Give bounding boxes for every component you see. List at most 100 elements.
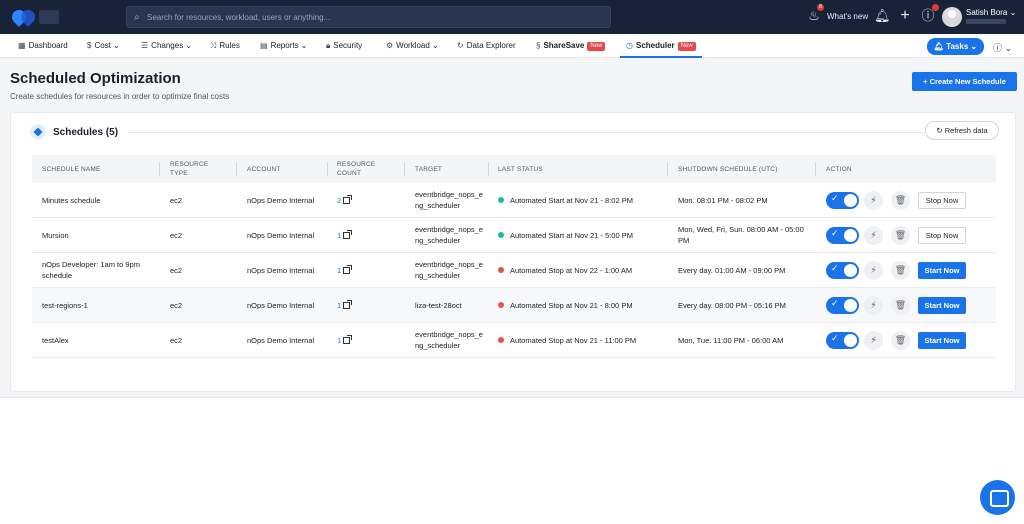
new-badge: New (677, 42, 696, 51)
nav-rules[interactable]: ⤨ Rules (210, 41, 240, 50)
magic-wand-icon[interactable]: ⚡︎ (864, 296, 883, 315)
whats-new-badge: 8 (817, 4, 824, 11)
bell-icon[interactable]: 🔔︎ (874, 8, 891, 23)
chat-support-button[interactable] (980, 480, 1015, 515)
flame-icon[interactable]: ♨ (808, 8, 820, 23)
nops-logo[interactable] (9, 7, 59, 27)
trash-icon[interactable]: 🗑︎ (891, 296, 910, 315)
col-account[interactable]: ACCOUNT (247, 165, 281, 173)
refresh-icon: ↻ (457, 41, 464, 50)
trash-icon[interactable]: 🗑︎ (891, 331, 910, 350)
refresh-icon: ↻ (936, 126, 943, 135)
col-resource-type[interactable]: RESOURCE TYPE (170, 161, 209, 177)
external-link-icon[interactable] (343, 334, 353, 344)
schedule-toggle[interactable]: ✓ (826, 297, 859, 314)
schedule-toggle[interactable]: ✓ (826, 332, 859, 349)
whats-new-link[interactable]: What's new (827, 12, 869, 21)
trash-icon[interactable]: 🗑︎ (891, 261, 910, 280)
schedules-title: Schedules (5) (53, 127, 119, 138)
schedule-toggle[interactable]: ✓ (826, 192, 859, 209)
plus-icon: + (923, 77, 928, 86)
external-link-icon[interactable] (343, 229, 353, 239)
col-last-status[interactable]: LAST STATUS (498, 165, 543, 173)
shutdown-schedule: Mon, Wed, Fri, Sun. 08:00 AM - 05:00 PM (678, 225, 804, 245)
resource-count[interactable]: 1 (337, 253, 353, 287)
schedule-name[interactable]: testAlex (42, 335, 69, 345)
nav-cost[interactable]: $ Cost ⌄ (87, 41, 120, 50)
schedule-name[interactable]: test-regions-1 (42, 300, 88, 310)
col-resource-count[interactable]: RESOURCE COUNT (337, 161, 376, 177)
schedule-name[interactable]: Minutes schedule (42, 195, 101, 205)
search-input[interactable] (147, 7, 602, 27)
page-title: Scheduled Optimization (10, 70, 181, 87)
shutdown-schedule: Mon, Tue. 11:00 PM - 06:00 AM (678, 335, 784, 345)
top-bar: ⌕ ♨ 8 What's new 🔔︎ + ⓘ Satish Bora ⌄ (0, 0, 1024, 34)
magic-wand-icon[interactable]: ⚡︎ (864, 331, 883, 350)
stop-now-button[interactable]: Stop Now (918, 192, 966, 209)
schedule-toggle[interactable]: ✓ (826, 262, 859, 279)
schedule-name[interactable]: Mursion (42, 230, 69, 240)
main-nav: ▦ Dashboard $ Cost ⌄ ☰ Changes ⌄ ⤨ Rules ▤ Re… (0, 34, 1024, 58)
schedule-toggle[interactable]: ✓ (826, 227, 859, 244)
status-dot (498, 302, 504, 308)
refresh-data-button[interactable]: ↻ Refresh data (925, 121, 999, 140)
table-row: nOps Developer: 1am to 9pm schedule ec2 … (32, 253, 996, 288)
nav-reports[interactable]: ▤ Reports ⌄ (260, 41, 308, 50)
grid-icon: ▦ (18, 41, 26, 50)
shuffle-icon: ⤨ (210, 41, 217, 50)
magic-wand-icon[interactable]: ⚡︎ (864, 261, 883, 280)
user-name[interactable]: Satish Bora ⌄ (966, 8, 1017, 17)
stop-now-button[interactable]: Stop Now (918, 227, 966, 244)
col-schedule-name[interactable]: SCHEDULE NAME (42, 165, 101, 173)
shutdown-schedule: Every day. 01:00 AM - 09:00 PM (678, 265, 786, 275)
external-link-icon[interactable] (343, 299, 353, 309)
magic-wand-icon[interactable]: ⚡︎ (864, 191, 883, 210)
start-now-button[interactable]: Start Now (918, 297, 966, 314)
resource-count[interactable]: 1 (337, 218, 353, 252)
nav-dashboard[interactable]: ▦ Dashboard (18, 41, 68, 50)
help-icon[interactable]: ⓘ ⌄ (993, 43, 1013, 53)
external-link-icon[interactable] (343, 194, 353, 204)
global-search[interactable]: ⌕ (126, 6, 611, 28)
info-icon[interactable]: ⓘ (921, 8, 935, 23)
start-now-button[interactable]: Start Now (918, 262, 966, 279)
resource-type: ec2 (170, 230, 183, 240)
nav-workload[interactable]: ⚙ Workload ⌄ (386, 41, 439, 50)
clock-icon: ◷ (626, 41, 633, 50)
create-schedule-button[interactable]: + Create New Schedule (912, 72, 1017, 91)
coin-icon: $ (87, 41, 92, 50)
status-dot (498, 197, 504, 203)
trash-icon[interactable]: 🗑︎ (891, 226, 910, 245)
start-now-button[interactable]: Start Now (918, 332, 966, 349)
target: eventbridge_nops_eng_scheduler (415, 225, 483, 245)
account: nOps Demo Internal (247, 335, 315, 345)
resource-type: ec2 (170, 300, 183, 310)
shutdown-schedule: Every day. 08:00 PM - 05:16 PM (678, 300, 786, 310)
col-target[interactable]: TARGET (415, 165, 443, 173)
last-status: Automated Stop at Nov 21 - 8:00 PM (498, 288, 633, 322)
nav-scheduler[interactable]: ◷ Scheduler New (620, 34, 702, 58)
user-subtitle-blur (966, 19, 1006, 24)
col-shutdown-schedule[interactable]: SHUTDOWN SCHEDULE (UTC) (678, 165, 778, 173)
nav-changes[interactable]: ☰ Changes ⌄ (141, 41, 193, 50)
nav-security[interactable]: 🔒︎ Security (326, 41, 363, 50)
report-icon: ▤ (260, 41, 268, 50)
trash-icon[interactable]: 🗑︎ (891, 191, 910, 210)
avatar[interactable] (942, 7, 962, 27)
external-link-icon[interactable] (343, 264, 353, 274)
plus-icon[interactable]: + (900, 7, 910, 24)
schedule-name[interactable]: nOps Developer: 1am to 9pm schedule (42, 260, 140, 280)
table-row: test-regions-1 ec2 nOps Demo Internal 1 … (32, 288, 996, 323)
tasks-button[interactable]: 🔔︎ Tasks ⌄ (927, 38, 984, 55)
nav-data-explorer[interactable]: ↻ Data Explorer (457, 41, 516, 50)
resource-count[interactable]: 1 (337, 288, 353, 322)
resource-count[interactable]: 2 (337, 183, 353, 217)
resource-type: ec2 (170, 265, 183, 275)
account: nOps Demo Internal (247, 230, 315, 240)
target: eventbridge_nops_eng_scheduler (415, 330, 483, 350)
gear-icon: ⚙ (386, 41, 394, 50)
magic-wand-icon[interactable]: ⚡︎ (864, 226, 883, 245)
nav-sharesave[interactable]: § ShareSave New (536, 34, 606, 58)
last-status: Automated Start at Nov 21 - 8:02 PM (498, 183, 633, 217)
resource-count[interactable]: 1 (337, 323, 353, 357)
